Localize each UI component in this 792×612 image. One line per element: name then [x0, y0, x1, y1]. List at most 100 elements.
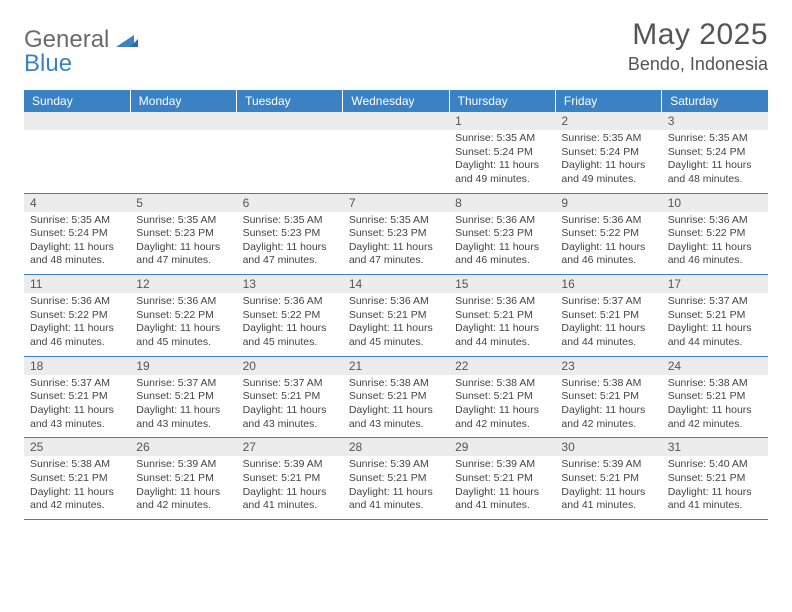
daynum: 1 [449, 112, 555, 130]
weekday-wednesday: Wednesday [343, 90, 449, 112]
daynum: 12 [130, 275, 236, 293]
cell-body: Sunrise: 5:37 AMSunset: 5:21 PMDaylight:… [130, 375, 236, 438]
calendar-row: 25Sunrise: 5:38 AMSunset: 5:21 PMDayligh… [24, 438, 768, 520]
logo-triangle-icon [116, 31, 138, 52]
daynum: 29 [449, 438, 555, 456]
calendar-cell: 2Sunrise: 5:35 AMSunset: 5:24 PMDaylight… [555, 112, 661, 193]
calendar-cell: 18Sunrise: 5:37 AMSunset: 5:21 PMDayligh… [24, 356, 130, 438]
calendar-cell: 15Sunrise: 5:36 AMSunset: 5:21 PMDayligh… [449, 275, 555, 357]
calendar-table: SundayMondayTuesdayWednesdayThursdayFrid… [24, 90, 768, 520]
month-title: May 2025 [628, 18, 768, 52]
calendar-cell: 6Sunrise: 5:35 AMSunset: 5:23 PMDaylight… [237, 193, 343, 275]
daynum: 10 [662, 194, 768, 212]
calendar-cell: 22Sunrise: 5:38 AMSunset: 5:21 PMDayligh… [449, 356, 555, 438]
daynum-empty [343, 112, 449, 130]
calendar-cell: 19Sunrise: 5:37 AMSunset: 5:21 PMDayligh… [130, 356, 236, 438]
header: General Blue May 2025 Bendo, Indonesia [24, 18, 768, 76]
cell-body-empty [343, 130, 449, 188]
calendar-cell: 10Sunrise: 5:36 AMSunset: 5:22 PMDayligh… [662, 193, 768, 275]
cell-body-empty [237, 130, 343, 188]
daynum: 18 [24, 357, 130, 375]
calendar-cell: 16Sunrise: 5:37 AMSunset: 5:21 PMDayligh… [555, 275, 661, 357]
daynum: 4 [24, 194, 130, 212]
cell-body: Sunrise: 5:35 AMSunset: 5:23 PMDaylight:… [343, 212, 449, 275]
location: Bendo, Indonesia [628, 54, 768, 75]
calendar-cell: 21Sunrise: 5:38 AMSunset: 5:21 PMDayligh… [343, 356, 449, 438]
cell-body: Sunrise: 5:39 AMSunset: 5:21 PMDaylight:… [130, 456, 236, 519]
weekday-sunday: Sunday [24, 90, 130, 112]
daynum: 31 [662, 438, 768, 456]
calendar-cell [343, 112, 449, 193]
cell-body: Sunrise: 5:36 AMSunset: 5:21 PMDaylight:… [343, 293, 449, 356]
cell-body: Sunrise: 5:36 AMSunset: 5:22 PMDaylight:… [24, 293, 130, 356]
cell-body: Sunrise: 5:35 AMSunset: 5:23 PMDaylight:… [237, 212, 343, 275]
cell-body: Sunrise: 5:36 AMSunset: 5:22 PMDaylight:… [555, 212, 661, 275]
daynum: 15 [449, 275, 555, 293]
daynum-empty [237, 112, 343, 130]
calendar-cell: 14Sunrise: 5:36 AMSunset: 5:21 PMDayligh… [343, 275, 449, 357]
calendar-cell: 5Sunrise: 5:35 AMSunset: 5:23 PMDaylight… [130, 193, 236, 275]
cell-body: Sunrise: 5:38 AMSunset: 5:21 PMDaylight:… [24, 456, 130, 519]
cell-body: Sunrise: 5:35 AMSunset: 5:24 PMDaylight:… [662, 130, 768, 193]
cell-body: Sunrise: 5:35 AMSunset: 5:24 PMDaylight:… [449, 130, 555, 193]
calendar-cell [130, 112, 236, 193]
cell-body: Sunrise: 5:38 AMSunset: 5:21 PMDaylight:… [555, 375, 661, 438]
cell-body-empty [130, 130, 236, 188]
calendar-cell: 29Sunrise: 5:39 AMSunset: 5:21 PMDayligh… [449, 438, 555, 520]
daynum: 17 [662, 275, 768, 293]
cell-body: Sunrise: 5:37 AMSunset: 5:21 PMDaylight:… [24, 375, 130, 438]
weekday-saturday: Saturday [662, 90, 768, 112]
cell-body: Sunrise: 5:39 AMSunset: 5:21 PMDaylight:… [237, 456, 343, 519]
weekday-tuesday: Tuesday [237, 90, 343, 112]
daynum-empty [130, 112, 236, 130]
cell-body: Sunrise: 5:39 AMSunset: 5:21 PMDaylight:… [449, 456, 555, 519]
cell-body: Sunrise: 5:35 AMSunset: 5:23 PMDaylight:… [130, 212, 236, 275]
daynum: 8 [449, 194, 555, 212]
calendar-cell: 31Sunrise: 5:40 AMSunset: 5:21 PMDayligh… [662, 438, 768, 520]
cell-body: Sunrise: 5:36 AMSunset: 5:22 PMDaylight:… [662, 212, 768, 275]
calendar-cell: 26Sunrise: 5:39 AMSunset: 5:21 PMDayligh… [130, 438, 236, 520]
calendar-cell [24, 112, 130, 193]
cell-body: Sunrise: 5:37 AMSunset: 5:21 PMDaylight:… [662, 293, 768, 356]
daynum: 19 [130, 357, 236, 375]
calendar-cell: 28Sunrise: 5:39 AMSunset: 5:21 PMDayligh… [343, 438, 449, 520]
calendar-cell: 7Sunrise: 5:35 AMSunset: 5:23 PMDaylight… [343, 193, 449, 275]
daynum: 11 [24, 275, 130, 293]
cell-body: Sunrise: 5:35 AMSunset: 5:24 PMDaylight:… [555, 130, 661, 193]
weekday-friday: Friday [555, 90, 661, 112]
calendar-cell: 3Sunrise: 5:35 AMSunset: 5:24 PMDaylight… [662, 112, 768, 193]
daynum: 24 [662, 357, 768, 375]
calendar-row: 1Sunrise: 5:35 AMSunset: 5:24 PMDaylight… [24, 112, 768, 193]
logo-blue: Blue [24, 50, 72, 77]
daynum: 7 [343, 194, 449, 212]
cell-body: Sunrise: 5:36 AMSunset: 5:21 PMDaylight:… [449, 293, 555, 356]
cell-body: Sunrise: 5:38 AMSunset: 5:21 PMDaylight:… [449, 375, 555, 438]
calendar-cell: 20Sunrise: 5:37 AMSunset: 5:21 PMDayligh… [237, 356, 343, 438]
logo: General Blue [24, 18, 138, 76]
cell-body-empty [24, 130, 130, 188]
calendar-cell: 24Sunrise: 5:38 AMSunset: 5:21 PMDayligh… [662, 356, 768, 438]
daynum: 25 [24, 438, 130, 456]
daynum: 21 [343, 357, 449, 375]
daynum: 30 [555, 438, 661, 456]
cell-body: Sunrise: 5:37 AMSunset: 5:21 PMDaylight:… [237, 375, 343, 438]
calendar-row: 18Sunrise: 5:37 AMSunset: 5:21 PMDayligh… [24, 356, 768, 438]
calendar-cell: 13Sunrise: 5:36 AMSunset: 5:22 PMDayligh… [237, 275, 343, 357]
cell-body: Sunrise: 5:36 AMSunset: 5:22 PMDaylight:… [130, 293, 236, 356]
calendar-cell: 30Sunrise: 5:39 AMSunset: 5:21 PMDayligh… [555, 438, 661, 520]
calendar-cell: 4Sunrise: 5:35 AMSunset: 5:24 PMDaylight… [24, 193, 130, 275]
cell-body: Sunrise: 5:39 AMSunset: 5:21 PMDaylight:… [343, 456, 449, 519]
weekday-monday: Monday [130, 90, 236, 112]
daynum: 28 [343, 438, 449, 456]
daynum: 23 [555, 357, 661, 375]
daynum: 5 [130, 194, 236, 212]
title-block: May 2025 Bendo, Indonesia [628, 18, 768, 75]
daynum: 3 [662, 112, 768, 130]
calendar-body: 1Sunrise: 5:35 AMSunset: 5:24 PMDaylight… [24, 112, 768, 519]
calendar-row: 11Sunrise: 5:36 AMSunset: 5:22 PMDayligh… [24, 275, 768, 357]
calendar-cell: 8Sunrise: 5:36 AMSunset: 5:23 PMDaylight… [449, 193, 555, 275]
daynum: 13 [237, 275, 343, 293]
daynum: 6 [237, 194, 343, 212]
calendar-cell: 11Sunrise: 5:36 AMSunset: 5:22 PMDayligh… [24, 275, 130, 357]
daynum: 26 [130, 438, 236, 456]
